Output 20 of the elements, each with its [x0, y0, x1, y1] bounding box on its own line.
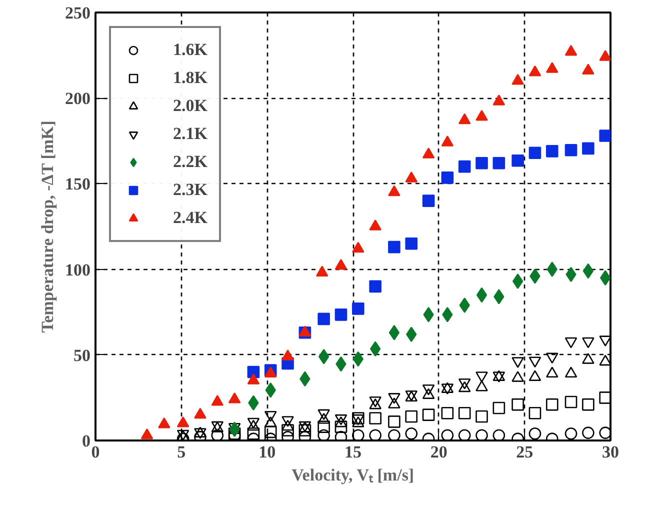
x-tick-label: 30: [602, 442, 619, 462]
x-tick-label: 20: [430, 442, 448, 462]
x-tick-label: 10: [258, 442, 276, 462]
y-tick-label: 150: [65, 174, 90, 194]
x-tick-label: 5: [177, 442, 186, 462]
legend-label: 2.3K: [173, 180, 208, 200]
legend-label: 2.2K: [173, 152, 208, 172]
legend-label: 2.4K: [173, 208, 208, 228]
x-tick-label: 25: [516, 442, 534, 462]
legend-label: 2.0K: [173, 96, 208, 116]
y-axis-title: Temperature drop, -ΔT [mK]: [38, 120, 57, 333]
y-tick-label: 100: [65, 260, 90, 280]
legend-label: 1.8K: [173, 68, 208, 88]
x-tick-label: 15: [344, 442, 362, 462]
x-axis-title: Velocity, Vₜ [m/s]: [292, 466, 414, 484]
legend-label: 1.6K: [173, 40, 208, 60]
legend-label: 2.1K: [173, 124, 208, 144]
y-tick-label: 250: [65, 4, 90, 22]
y-tick-label: 50: [74, 346, 90, 365]
y-tick-label: 200: [65, 89, 90, 108]
